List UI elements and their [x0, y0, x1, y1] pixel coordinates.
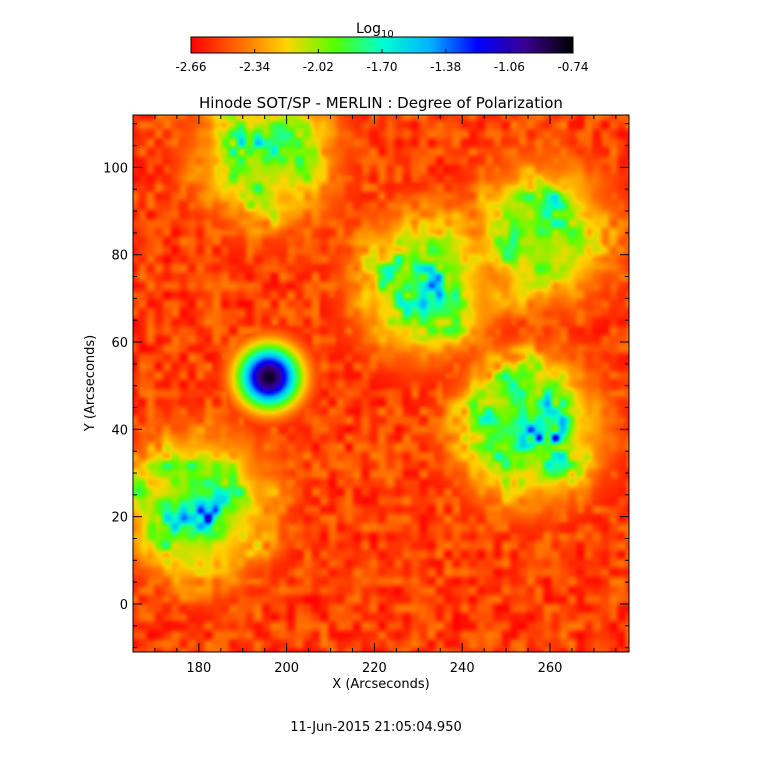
colorbar-tick-label: -1.38 [430, 60, 461, 74]
x-tick-label: 220 [362, 661, 387, 676]
y-tick-label: 40 [111, 423, 128, 438]
colorbar-label: Log10 [356, 21, 394, 40]
x-tick-label: 200 [274, 661, 299, 676]
axes: 180 200 220 240 260 0 20 40 60 80 100 [103, 115, 629, 676]
y-tick-label: 60 [111, 336, 128, 351]
colorbar-tick-label: -2.34 [239, 60, 270, 74]
x-tick-label: 180 [186, 661, 211, 676]
colorbar-tick-label: -2.66 [175, 60, 206, 74]
colorbar-tick-label: -1.70 [366, 60, 397, 74]
heatmap-image [133, 115, 629, 652]
chart-title: Hinode SOT/SP - MERLIN : Degree of Polar… [199, 94, 563, 112]
timestamp: 11-Jun-2015 21:05:04.950 [290, 720, 462, 735]
y-tick-label: 100 [103, 161, 128, 176]
y-tick-label: 20 [111, 511, 128, 526]
x-tick-label: 240 [450, 661, 475, 676]
y-tick-label: 80 [111, 249, 128, 264]
y-tick-label: 0 [120, 598, 128, 613]
x-tick-label: 260 [538, 661, 563, 676]
colorbar-ticks: -2.66 -2.34 -2.02 -1.70 -1.38 -1.06 -0.74 [175, 49, 589, 74]
colorbar-tick-label: -0.74 [557, 60, 588, 74]
colorbar-tick-label: -1.06 [494, 60, 525, 74]
y-axis-label: Y (Arcseconds) [83, 335, 98, 432]
colorbar-tick-label: -2.02 [303, 60, 334, 74]
x-axis-label: X (Arcseconds) [332, 677, 429, 692]
plot-frame [132, 114, 630, 653]
